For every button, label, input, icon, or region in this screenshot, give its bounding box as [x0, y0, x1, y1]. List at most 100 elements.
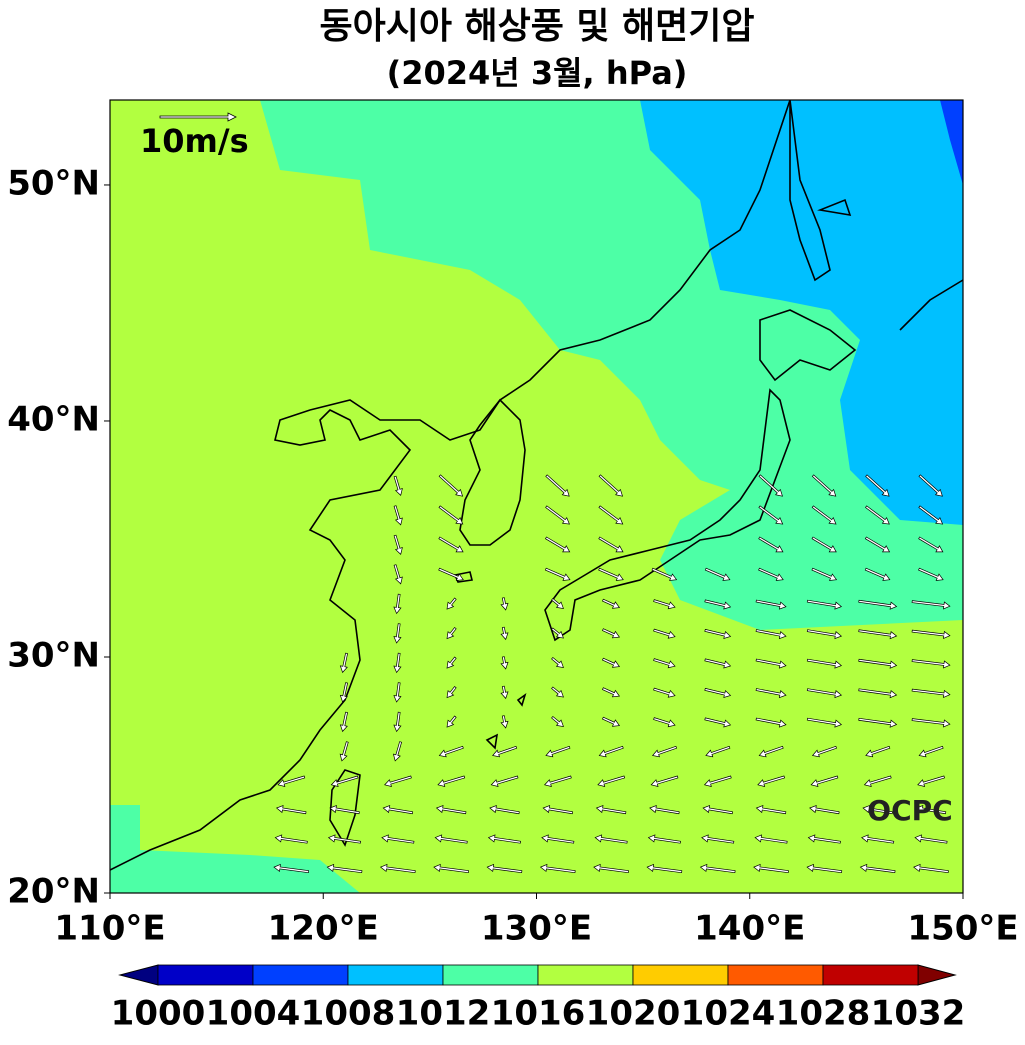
wind-vector — [446, 715, 457, 728]
wind-vector — [597, 775, 626, 787]
wind-vector — [863, 775, 892, 787]
wind-vector — [651, 567, 678, 581]
wind-vector — [705, 745, 731, 758]
wind-vector — [545, 745, 571, 758]
wind-vector — [758, 567, 784, 581]
wind-vector — [339, 682, 348, 703]
colorbar-label: 1012 — [396, 994, 491, 1034]
wind-vector — [701, 834, 735, 844]
wind-vector — [438, 567, 464, 581]
wind-vector — [433, 863, 469, 874]
wind-vector — [393, 682, 402, 703]
wind-vector — [758, 536, 784, 553]
wind-vector — [865, 745, 891, 758]
wind-vector — [702, 804, 733, 815]
wind-vector — [490, 775, 519, 787]
wind-vector — [339, 652, 348, 674]
wind-vector — [492, 745, 518, 758]
wind-vector — [704, 628, 732, 639]
wind-vector — [601, 657, 621, 668]
wind-vector — [911, 629, 951, 639]
colorbar-label: 1024 — [681, 994, 776, 1034]
colorbar-segment — [537, 964, 634, 986]
coastline — [329, 769, 361, 847]
wind-vector — [650, 775, 679, 787]
wind-vector — [598, 745, 624, 758]
colorbar-segment — [632, 964, 729, 986]
wind-vector — [541, 834, 575, 844]
colorbar-extend — [917, 964, 957, 986]
wind-vector — [810, 775, 839, 787]
colorbar-label: 1004 — [206, 994, 301, 1034]
wind-vector — [551, 715, 564, 727]
wind-vector — [807, 834, 841, 844]
wind-vector — [489, 804, 520, 815]
wind-vector — [393, 623, 402, 644]
coastline — [459, 398, 526, 546]
wind-vector — [806, 599, 843, 610]
x-tick-label: 140°E — [694, 909, 805, 949]
wind-vector — [811, 745, 837, 758]
colorbar-segment — [727, 964, 824, 986]
wind-vector — [858, 599, 898, 610]
wind-vector — [755, 658, 787, 669]
wind-vector — [911, 688, 951, 699]
wind-vector — [275, 804, 307, 815]
wind-vector — [274, 834, 308, 844]
wind-vector — [861, 834, 895, 844]
wind-vector — [551, 686, 564, 698]
wind-vector — [393, 505, 403, 526]
x-tick-label: 120°E — [268, 909, 379, 949]
wind-vector — [755, 717, 787, 728]
reference-vector — [159, 112, 237, 122]
wind-vector — [539, 863, 576, 874]
wind-vector — [754, 834, 788, 844]
wind-vector — [500, 656, 509, 670]
wind-vector — [486, 863, 523, 874]
colorbar-extend — [118, 964, 159, 986]
wind-vector — [918, 474, 943, 497]
wind-vector — [438, 745, 464, 758]
wind-vector — [543, 775, 572, 787]
axes: 110°E 120°E 130°E 140°E 150°E 20°N 30°N 40°N 50°… — [7, 163, 1018, 948]
wind-vector — [811, 567, 838, 581]
wind-vector — [327, 834, 362, 844]
wind-vector — [500, 715, 509, 729]
wind-vector — [918, 745, 944, 758]
coastline — [789, 100, 831, 282]
wind-vector — [653, 658, 676, 669]
reference-vector-label: 10m/s — [140, 122, 249, 160]
y-tick-label: 40°N — [7, 399, 100, 439]
wind-vector — [858, 629, 898, 640]
colorbar-segment — [442, 964, 539, 986]
wind-vector — [594, 834, 628, 844]
wind-vector — [446, 597, 457, 610]
wind-vector — [542, 804, 574, 815]
y-tick-label: 50°N — [7, 163, 100, 203]
x-tick-label: 110°E — [54, 909, 165, 949]
wind-vector — [434, 834, 468, 844]
wind-vector — [757, 775, 785, 787]
wind-vector — [651, 745, 678, 758]
wind-vector — [435, 804, 467, 815]
wind-vector — [339, 741, 349, 762]
wind-vector — [551, 656, 564, 668]
wind-vector — [649, 804, 680, 815]
coastline — [899, 279, 963, 331]
coastline — [759, 309, 857, 382]
wind-vector — [811, 505, 837, 525]
wind-vector — [859, 863, 896, 874]
wind-vector — [595, 804, 627, 815]
wind-vector — [811, 474, 837, 497]
wind-vector — [704, 658, 732, 669]
wind-vector — [438, 474, 464, 497]
coastline — [485, 692, 527, 750]
colorbar-segment — [822, 964, 919, 986]
wind-vector — [339, 711, 348, 733]
wind-vector — [915, 804, 947, 815]
wind-vector — [911, 718, 951, 728]
wind-vector — [918, 567, 944, 581]
wind-vector — [545, 505, 570, 525]
wind-vector — [601, 628, 621, 639]
wind-vector — [381, 834, 415, 844]
